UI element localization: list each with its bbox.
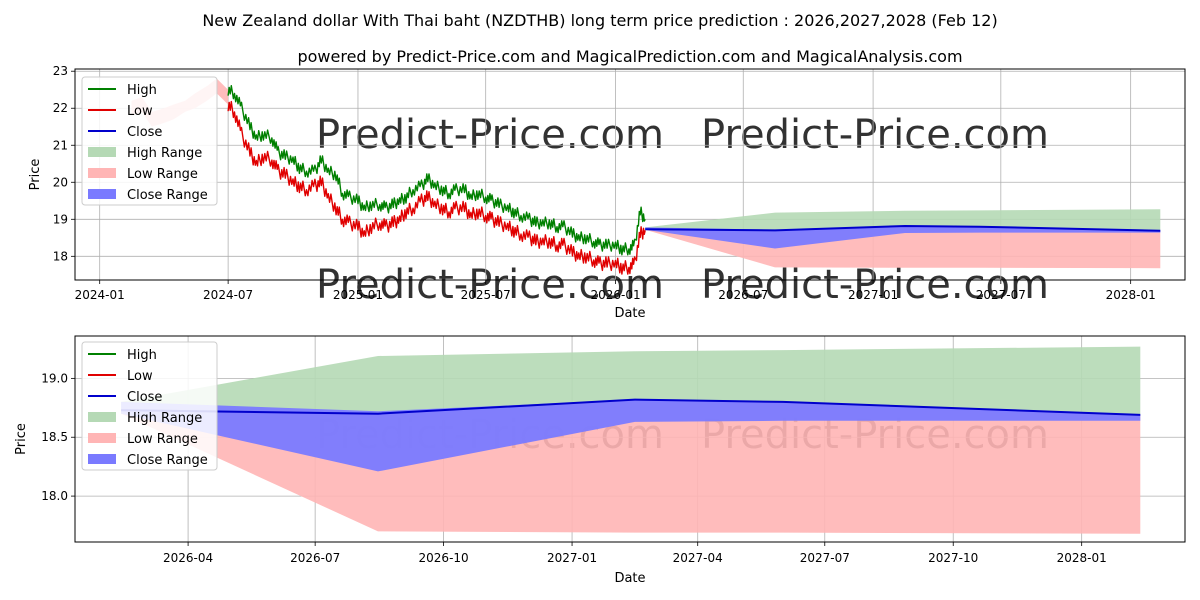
chart-subtitle: powered by Predict-Price.com and Magical… (297, 47, 962, 66)
legend-label: High Range (127, 411, 202, 426)
x-tick-label: 2025-07 (461, 288, 511, 302)
x-tick-label: 2028-01 (1106, 288, 1156, 302)
y-tick-label: 22 (53, 101, 68, 115)
watermark-text: Predict-Price.com (316, 112, 664, 158)
legend-label: Low Range (127, 167, 198, 182)
high-history-line (227, 85, 646, 256)
x-tick-label: 2027-10 (928, 551, 978, 565)
x-tick-label: 2027-01 (848, 288, 898, 302)
watermark-text: Predict-Price.com (701, 262, 1049, 308)
y-tick-label: 19.0 (41, 371, 68, 385)
close-range-band (121, 399, 1141, 472)
x-tick-label: 2025-01 (333, 288, 383, 302)
legend-label: Close (127, 125, 162, 140)
bottom-panel: Predict-Price.comPredict-Price.com2026-0… (14, 335, 1186, 586)
x-axis-label: Date (614, 571, 645, 586)
x-tick-label: 2027-07 (800, 551, 850, 565)
y-axis-label: Price (14, 423, 29, 455)
legend-swatch-patch (88, 168, 116, 178)
x-tick-label: 2027-01 (547, 551, 597, 565)
close-range-band (645, 226, 1161, 249)
x-tick-label: 2027-07 (976, 288, 1026, 302)
legend-label: High (127, 83, 157, 98)
watermark-text: Predict-Price.com (701, 112, 1049, 158)
legend-label: High (127, 348, 157, 363)
legend-swatch-patch (88, 412, 116, 422)
y-tick-label: 21 (53, 138, 68, 152)
legend-label: Low (127, 369, 153, 384)
legend: High Low Close High Range Low Range Close Ran… (81, 341, 218, 471)
close-forecast-line (645, 225, 1161, 232)
legend-label: Close (127, 390, 162, 405)
low-history-line (227, 100, 646, 275)
x-tick-label: 2026-01 (590, 288, 640, 302)
x-tick-label: 2027-04 (673, 551, 723, 565)
legend-swatch-patch (88, 454, 116, 464)
y-tick-label: 18.0 (41, 489, 68, 503)
legend-label: High Range (127, 146, 202, 161)
legend-label: Low Range (127, 432, 198, 447)
x-tick-label: 2024-01 (75, 288, 125, 302)
x-tick-label: 2028-01 (1057, 551, 1107, 565)
axes-frame (74, 68, 1186, 281)
y-axis-label: Price (28, 159, 43, 191)
close-forecast-line (121, 398, 1141, 416)
y-tick-label: 18.5 (41, 430, 68, 444)
legend-label: Close Range (127, 453, 208, 468)
legend-swatch-patch (88, 189, 116, 199)
legend-label: Low (127, 104, 153, 119)
x-axis-label: Date (614, 306, 645, 321)
x-tick-label: 2024-07 (203, 288, 253, 302)
y-tick-label: 18 (53, 249, 68, 263)
high-range-band (121, 346, 1141, 415)
legend: High Low Close High Range Low Range Close Ran… (81, 76, 218, 206)
plot-area (121, 346, 1141, 534)
legend-swatch-patch (88, 433, 116, 443)
x-tick-label: 2026-10 (419, 551, 469, 565)
axes-frame (74, 335, 1186, 543)
legend-label: Close Range (127, 188, 208, 203)
chart-title: New Zealand dollar With Thai baht (NZDTH… (202, 11, 997, 30)
y-tick-label: 20 (53, 175, 68, 189)
y-tick-label: 19 (53, 212, 68, 226)
x-tick-label: 2026-04 (163, 551, 213, 565)
watermark-text: Predict-Price.com (316, 262, 664, 308)
y-tick-label: 23 (53, 64, 68, 78)
legend-swatch-patch (88, 147, 116, 157)
x-tick-label: 2026-07 (290, 551, 340, 565)
high-range-band (645, 209, 1161, 231)
x-tick-label: 2026-07 (718, 288, 768, 302)
top-panel: Predict-Price.com Predict-Price.com Predic… (28, 64, 1186, 321)
